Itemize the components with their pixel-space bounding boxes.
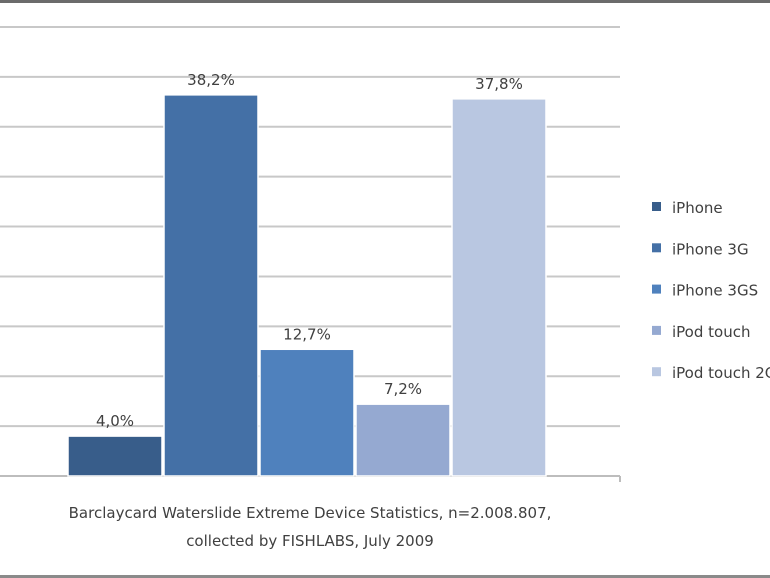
caption-line-2: collected by FISHLABS, July 2009	[186, 532, 434, 550]
caption-line-1: Barclaycard Waterslide Extreme Device St…	[69, 504, 552, 522]
data-label: 7,2%	[384, 380, 422, 398]
bar-iphone-3g	[163, 94, 259, 477]
legend-swatch	[652, 243, 661, 253]
bar-ipod-touch-2g	[451, 98, 547, 477]
top-border	[0, 0, 770, 3]
legend-swatch	[652, 202, 661, 211]
bars	[67, 94, 547, 477]
data-label: 38,2%	[187, 71, 235, 89]
legend-swatch	[652, 367, 661, 377]
data-label: 4,0%	[96, 412, 134, 430]
legend-label: iPod touch 2G	[672, 364, 770, 382]
legend-label: iPhone 3GS	[672, 282, 758, 300]
legend-swatch	[652, 284, 661, 294]
bar-iphone-3gs	[259, 348, 355, 477]
legend-swatch	[652, 325, 661, 335]
legend-label: iPhone 3G	[672, 240, 749, 258]
legend-label: iPod touch	[672, 323, 750, 341]
bar-iphone	[67, 435, 163, 477]
data-label: 12,7%	[283, 325, 331, 343]
bottom-border	[0, 575, 770, 578]
data-label: 37,8%	[475, 75, 523, 93]
legend-label: iPhone	[672, 199, 723, 217]
data-labels: 4,0% 38,2% 12,7% 7,2% 37,8%	[96, 71, 523, 430]
legend: iPhone iPhone 3G iPhone 3GS iPod touch iPod …	[652, 199, 770, 382]
bar-ipod-touch	[355, 403, 451, 477]
